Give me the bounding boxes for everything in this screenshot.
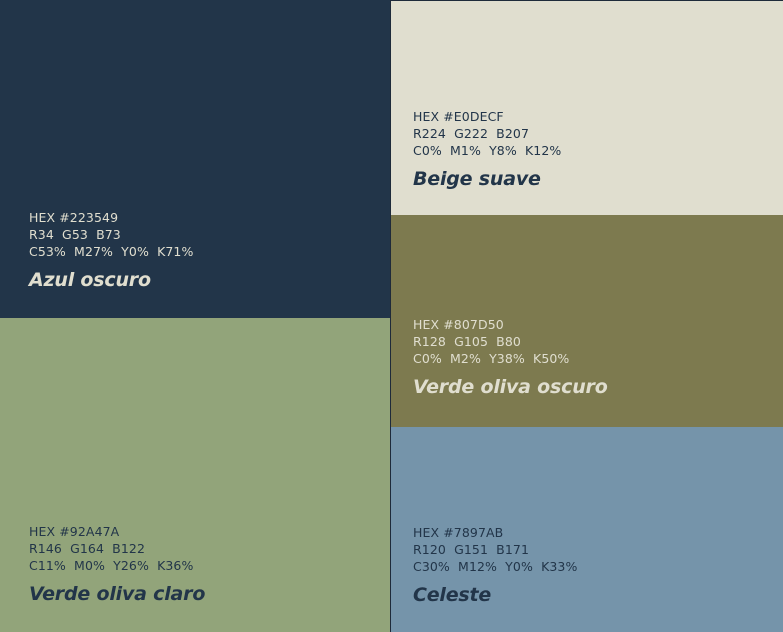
- hex-code: HEX #807D50: [413, 317, 504, 332]
- color-name: Verde oliva claro: [29, 583, 206, 605]
- color-name: Celeste: [413, 584, 492, 606]
- color-name: Verde oliva oscuro: [413, 376, 608, 398]
- rgb-code: R146 G164 B122: [29, 541, 146, 556]
- rgb-code: R120 G151 B171: [413, 542, 530, 557]
- cmyk-code: C53% M27% Y0% K71%: [29, 244, 194, 259]
- swatch-verde-oliva-claro: HEX #92A47A R146 G164 B122 C11% M0% Y26%…: [0, 318, 390, 632]
- cmyk-code: C0% M1% Y8% K12%: [413, 143, 562, 158]
- rgb-code: R224 G222 B207: [413, 126, 530, 141]
- hex-code: HEX #7897AB: [413, 525, 504, 540]
- color-name: Azul oscuro: [29, 269, 151, 291]
- swatch-celeste: HEX #7897AB R120 G151 B171 C30% M12% Y0%…: [391, 427, 783, 632]
- swatch-beige-suave: HEX #E0DECF R224 G222 B207 C0% M1% Y8% K…: [391, 1, 783, 215]
- hex-code: HEX #92A47A: [29, 524, 120, 539]
- rgb-code: R34 G53 B73: [29, 227, 121, 242]
- cmyk-code: C30% M12% Y0% K33%: [413, 559, 578, 574]
- swatch-verde-oliva-oscuro: HEX #807D50 R128 G105 B80 C0% M2% Y38% K…: [391, 215, 783, 427]
- hex-code: HEX #223549: [29, 210, 119, 225]
- color-name: Beige suave: [413, 168, 541, 190]
- rgb-code: R128 G105 B80: [413, 334, 521, 349]
- hex-code: HEX #E0DECF: [413, 109, 504, 124]
- swatch-azul-oscuro: HEX #223549 R34 G53 B73 C53% M27% Y0% K7…: [0, 0, 390, 318]
- cmyk-code: C0% M2% Y38% K50%: [413, 351, 570, 366]
- cmyk-code: C11% M0% Y26% K36%: [29, 558, 194, 573]
